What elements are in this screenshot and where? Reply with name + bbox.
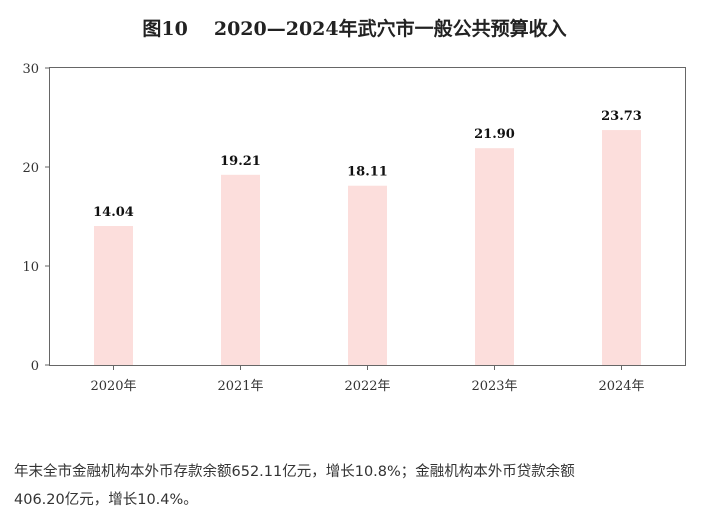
caption-line-1: 年末全市金融机构本外币存款余额652.11亿元，增长10.8%；金融机构本外币贷… <box>14 464 575 480</box>
bar <box>221 174 260 365</box>
x-axis: 2020年 2021年 2022年 2023年 2024年 <box>90 365 645 394</box>
bar <box>602 130 641 365</box>
data-label: 19.21 <box>220 154 261 169</box>
x-tick-label: 2024年 <box>598 379 644 394</box>
caption-text: 年末全市金融机构本外币存款余额652.11亿元，增长10.8%；金融机构本外币贷… <box>14 458 704 514</box>
y-axis: 0 10 20 30 <box>22 62 50 374</box>
data-label: 21.90 <box>474 127 515 142</box>
y-tick-label: 30 <box>22 62 39 77</box>
figure-number: 图10 <box>142 18 188 40</box>
data-label: 23.73 <box>601 109 642 124</box>
x-tick-label: 2022年 <box>344 379 390 394</box>
y-tick-label: 20 <box>22 161 39 176</box>
data-label: 18.11 <box>347 165 388 180</box>
y-tick-label: 0 <box>31 359 39 374</box>
chart-title: 图10 2020—2024年武穴市一般公共预算收入 <box>0 14 709 41</box>
x-tick-label: 2021年 <box>217 379 263 394</box>
bar <box>348 185 387 365</box>
x-tick-label: 2020年 <box>90 379 136 394</box>
data-label: 14.04 <box>93 205 134 220</box>
y-tick-label: 10 <box>22 260 39 275</box>
x-tick-label: 2023年 <box>471 379 517 394</box>
bars: 14.04 19.21 18.11 21.90 23.73 <box>93 109 642 365</box>
chart-title-text: 2020—2024年武穴市一般公共预算收入 <box>213 18 567 40</box>
caption-line-2: 406.20亿元，增长10.4%。 <box>14 492 198 508</box>
bar <box>94 226 133 365</box>
bar <box>475 148 514 365</box>
